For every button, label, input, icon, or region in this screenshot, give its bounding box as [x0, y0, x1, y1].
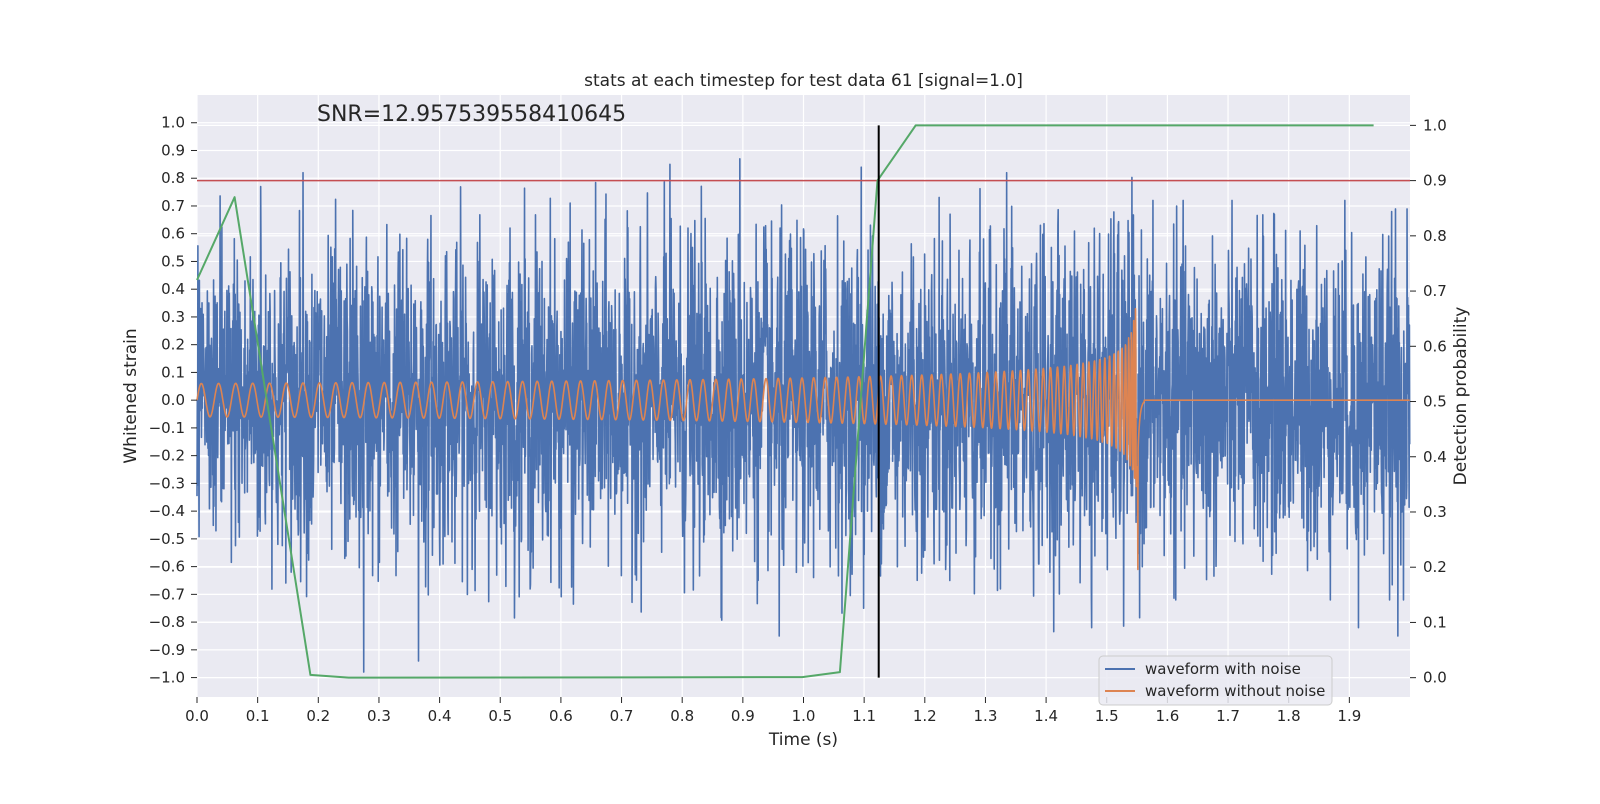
y-left-tick-label: −0.8: [149, 613, 185, 631]
series-line-detection-probability: [196, 124, 1374, 679]
x-tick-label: 1.9: [1337, 707, 1361, 725]
x-tick-label: 0.0: [185, 707, 209, 725]
x-tick-label: 1.2: [913, 707, 937, 725]
y-right-tick-label: 0.8: [1423, 227, 1447, 245]
y-left-tick-label: −0.5: [149, 530, 185, 548]
series-line-waveform-without-noise: [196, 307, 1411, 571]
y-right-tick-label: 0.9: [1423, 172, 1447, 190]
snr-annotation: SNR=12.957539558410645: [317, 102, 626, 127]
x-tick-label: 1.6: [1155, 707, 1179, 725]
x-tick-label: 1.8: [1277, 707, 1301, 725]
y-left-tick-label: −0.6: [149, 558, 185, 576]
y-left-tick-label: 1.0: [161, 114, 185, 132]
y-left-tick-label: 0.4: [161, 280, 185, 298]
y-left-tick-label: 0.2: [161, 336, 185, 354]
x-tick-label: 1.3: [974, 707, 998, 725]
y-right-tick-label: 0.4: [1423, 448, 1447, 466]
legend-label-waveform-without-noise: waveform without noise: [1145, 682, 1325, 700]
y-left-tick-label: −0.4: [149, 502, 185, 520]
series-layer: [196, 124, 1411, 679]
y-right-tick-label: 0.0: [1423, 669, 1447, 687]
y-right-tick-label: 1.0: [1423, 116, 1447, 134]
y-axis-left-label: Whitened strain: [121, 328, 141, 463]
y-right-tick-label: 0.3: [1423, 503, 1447, 521]
x-tick-label: 1.1: [852, 707, 876, 725]
y-right-tick-label: 0.5: [1423, 393, 1447, 411]
y-left-tick-label: 0.8: [161, 169, 185, 187]
x-tick-label: 1.4: [1034, 707, 1058, 725]
chart-title: stats at each timestep for test data 61 …: [584, 71, 1023, 91]
y-left-tick-label: 0.6: [161, 225, 185, 243]
y-right-tick-label: 0.6: [1423, 337, 1447, 355]
y-left-tick-label: −0.3: [149, 474, 185, 492]
x-tick-label: 0.9: [731, 707, 755, 725]
x-tick-label: 0.8: [670, 707, 694, 725]
x-tick-label: 0.7: [610, 707, 634, 725]
y-left-tick-label: −0.9: [149, 641, 185, 659]
legend: waveform with noise waveform without noi…: [1098, 655, 1333, 706]
x-tick-label: 0.4: [428, 707, 452, 725]
y-axis-right-label: Detection probability: [1451, 307, 1471, 486]
y-left-tick-label: 0.7: [161, 197, 185, 215]
y-right-tick-label: 0.7: [1423, 282, 1447, 300]
y-right-tick-label: 0.2: [1423, 558, 1447, 576]
y-left-tick-label: −0.2: [149, 447, 185, 465]
ticks-layer: 0.0 0.1 0.2 0.3 0.4 0.5 0.6 0.7 0.8 0.9 1.0 1.1 1.2 1…: [149, 114, 1447, 725]
x-tick-label: 1.5: [1095, 707, 1119, 725]
x-axis-label: Time (s): [768, 730, 838, 750]
y-left-tick-label: −0.1: [149, 419, 185, 437]
y-left-tick-label: 0.1: [161, 363, 185, 381]
x-tick-label: 1.0: [792, 707, 816, 725]
series-line-waveform-with-noise: [196, 158, 1411, 673]
x-tick-label: 0.1: [246, 707, 270, 725]
y-left-tick-label: 0.0: [161, 391, 185, 409]
x-tick-label: 0.3: [367, 707, 391, 725]
y-left-tick-label: 0.5: [161, 252, 185, 270]
legend-label-waveform-with-noise: waveform with noise: [1145, 660, 1301, 678]
y-left-tick-label: −0.7: [149, 585, 185, 603]
x-tick-label: 0.2: [306, 707, 330, 725]
x-tick-label: 1.7: [1216, 707, 1240, 725]
y-left-tick-label: 0.3: [161, 308, 185, 326]
y-left-tick-label: 0.9: [161, 141, 185, 159]
x-tick-label: 0.5: [488, 707, 512, 725]
legend-box: [1098, 655, 1333, 706]
x-tick-label: 0.6: [549, 707, 573, 725]
y-right-tick-label: 0.1: [1423, 613, 1447, 631]
y-left-tick-label: −1.0: [149, 669, 185, 687]
